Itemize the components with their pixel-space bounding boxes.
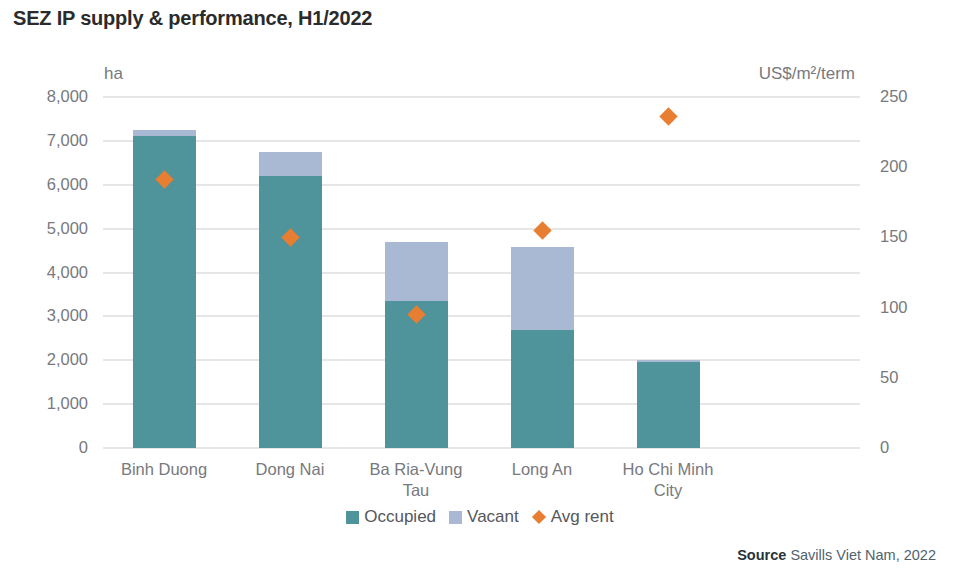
left-axis-unit-label: ha bbox=[104, 64, 123, 84]
source-text: Savills Viet Nam, 2022 bbox=[786, 547, 936, 563]
left-axis-tick-label: 4,000 bbox=[0, 263, 88, 282]
gridline bbox=[103, 272, 860, 274]
gridline bbox=[103, 96, 860, 98]
category-label: Ho Chi Minh City bbox=[608, 459, 728, 501]
legend-swatch-icon bbox=[449, 511, 462, 524]
right-axis-tick-label: 200 bbox=[880, 157, 908, 176]
left-axis-tick-label: 3,000 bbox=[0, 306, 88, 325]
left-axis-tick-label: 8,000 bbox=[0, 87, 88, 106]
bar-segment-vacant bbox=[637, 360, 700, 361]
bar-segment-vacant bbox=[259, 152, 322, 176]
left-axis-tick-label: 6,000 bbox=[0, 175, 88, 194]
legend-swatch-icon bbox=[346, 511, 359, 524]
right-axis-unit-label: US$/m²/term bbox=[759, 64, 855, 84]
legend-label: Vacant bbox=[467, 507, 519, 527]
right-axis-tick-label: 0 bbox=[880, 438, 889, 457]
gridline bbox=[103, 359, 860, 361]
legend-item: Occupied bbox=[346, 507, 436, 527]
legend-label: Occupied bbox=[364, 507, 436, 527]
bar-segment-vacant bbox=[511, 247, 574, 329]
chart-title: SEZ IP supply & performance, H1/2022 bbox=[13, 7, 372, 30]
category-label: Ba Ria-Vung Tau bbox=[356, 459, 476, 501]
legend-item: Avg rent bbox=[532, 507, 614, 527]
bar-segment-occupied bbox=[511, 330, 574, 448]
gridline bbox=[103, 228, 860, 230]
source-label: Source bbox=[737, 547, 786, 563]
left-axis-tick-label: 7,000 bbox=[0, 131, 88, 150]
category-label: Long An bbox=[482, 459, 602, 480]
plot-area bbox=[103, 97, 860, 448]
right-axis-tick-label: 150 bbox=[880, 227, 908, 246]
bar-segment-vacant bbox=[133, 130, 196, 136]
avg-rent-legend-icon bbox=[532, 510, 546, 524]
legend: Occupied Vacant Avg rent bbox=[0, 507, 960, 527]
bar-segment-occupied bbox=[259, 176, 322, 448]
category-label: Dong Nai bbox=[230, 459, 350, 480]
legend-label: Avg rent bbox=[551, 507, 614, 527]
gridline bbox=[103, 447, 860, 449]
legend-item: Vacant bbox=[449, 507, 519, 527]
gridline bbox=[103, 140, 860, 142]
chart: SEZ IP supply & performance, H1/2022 ha … bbox=[0, 0, 960, 576]
left-axis-tick-label: 0 bbox=[0, 438, 88, 457]
avg-rent-marker bbox=[659, 107, 677, 125]
right-axis-tick-label: 250 bbox=[880, 87, 908, 106]
gridline bbox=[103, 184, 860, 186]
category-label: Binh Duong bbox=[104, 459, 224, 480]
gridline bbox=[103, 315, 860, 317]
bar-segment-occupied bbox=[637, 362, 700, 448]
bar-segment-vacant bbox=[385, 242, 448, 301]
left-axis-tick-label: 1,000 bbox=[0, 394, 88, 413]
gridline bbox=[103, 403, 860, 405]
right-axis-tick-label: 100 bbox=[880, 298, 908, 317]
avg-rent-marker bbox=[533, 221, 551, 239]
left-axis-tick-label: 5,000 bbox=[0, 219, 88, 238]
source-note: Source Savills Viet Nam, 2022 bbox=[737, 547, 936, 563]
left-axis-tick-label: 2,000 bbox=[0, 350, 88, 369]
right-axis-tick-label: 50 bbox=[880, 368, 898, 387]
